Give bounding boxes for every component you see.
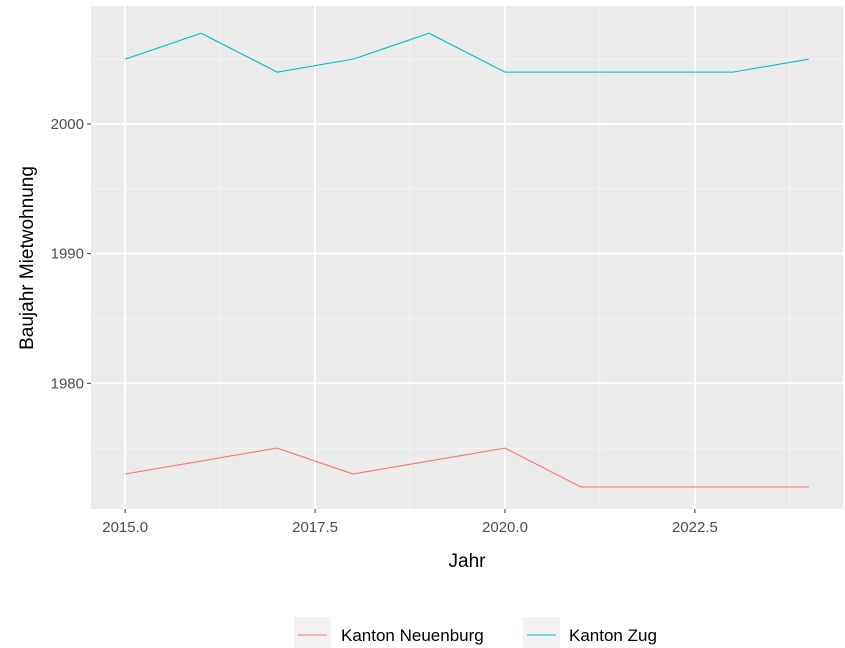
- series-lines: [125, 32, 809, 488]
- y-tick-label: 1990: [51, 246, 84, 263]
- x-axis-title: Jahr: [449, 551, 487, 572]
- legend-key-kanton-neuenburg: [294, 617, 331, 648]
- legend-label-kanton-zug: Kanton Zug: [569, 626, 657, 645]
- plot-panel: [91, 6, 843, 509]
- x-tick-label: 2015.0: [102, 519, 148, 536]
- y-tick-label: 2000: [51, 116, 84, 133]
- x-axis: 2015.0 2017.5 2020.0 2022.5: [102, 509, 718, 536]
- y-tick-label: 1980: [51, 375, 84, 392]
- major-gridlines: [91, 6, 843, 509]
- series-line-kanton-neuenburg: [125, 447, 809, 488]
- x-tick-label: 2022.5: [672, 519, 718, 536]
- legend-label-kanton-neuenburg: Kanton Neuenburg: [341, 626, 484, 645]
- x-tick-label: 2020.0: [482, 519, 528, 536]
- y-axis: 1980 1990 2000: [51, 116, 91, 392]
- minor-gridlines: [91, 6, 843, 509]
- x-tick-label: 2017.5: [292, 519, 338, 536]
- legend-key-kanton-zug: [523, 617, 560, 648]
- series-line-kanton-zug: [125, 32, 809, 73]
- legend: Kanton Neuenburg Kanton Zug: [294, 617, 657, 648]
- y-axis-title: Baujahr Mietwohnung: [17, 166, 38, 350]
